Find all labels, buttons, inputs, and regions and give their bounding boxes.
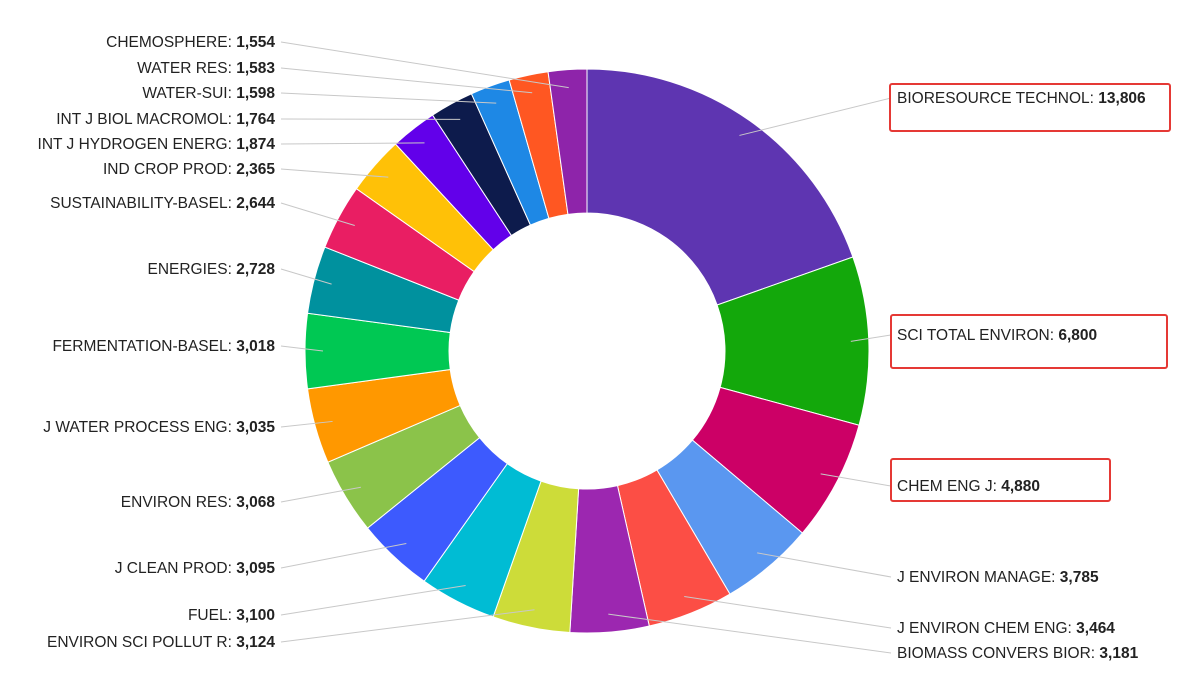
slice-label-name: J WATER PROCESS ENG: <box>43 419 236 436</box>
slice-label-value: 1,764 <box>236 111 275 128</box>
leader-line-water-sui <box>280 92 497 104</box>
highlight-box-bioresource-technol <box>889 83 1171 132</box>
highlight-box-sci-total-environ <box>890 314 1168 369</box>
slice-label-value: 2,728 <box>236 261 275 278</box>
slice-label-j-clean-prod: J CLEAN PROD: 3,095 <box>115 560 276 577</box>
slice-label-value: 3,124 <box>236 634 275 651</box>
slice-label-name: CHEMOSPHERE: <box>106 34 236 51</box>
leader-lines-group <box>280 41 892 654</box>
slice-label-value: 3,068 <box>236 494 275 511</box>
slice-label-sustainability-basel: SUSTAINABILITY-BASEL: 2,644 <box>50 195 275 212</box>
slice-label-name: ENERGIES: <box>147 261 236 278</box>
slice-label-value: 3,095 <box>236 560 275 577</box>
slice-label-name: BIOMASS CONVERS BIOR: <box>897 645 1099 662</box>
slice-chemosphere[interactable] <box>547 68 588 215</box>
slice-label-name: FERMENTATION-BASEL: <box>52 338 236 355</box>
highlight-box-chem-eng-j <box>890 458 1111 502</box>
leader-line-j-environ-chem-eng <box>684 595 892 629</box>
slice-label-value: 2,365 <box>236 161 275 178</box>
leader-line-sustainability-basel <box>280 202 355 226</box>
slice-label-value: 4,880 <box>1001 478 1040 495</box>
slice-label-value: 2,644 <box>236 195 275 212</box>
slice-label-value: 3,018 <box>236 338 275 355</box>
slice-label-chemosphere: CHEMOSPHERE: 1,554 <box>106 34 275 51</box>
leader-line-chem-eng-j <box>820 473 892 487</box>
slice-label-name: J ENVIRON MANAGE: <box>897 569 1060 586</box>
slice-label-name: J ENVIRON CHEM ENG: <box>897 620 1076 637</box>
slice-label-environ-sci-pollut-r: ENVIRON SCI POLLUT R: 3,124 <box>47 634 275 651</box>
slice-label-value: 3,181 <box>1099 645 1138 662</box>
slice-label-chem-eng-j: CHEM ENG J: 4,880 <box>897 478 1040 495</box>
leader-line-bioresource-technol <box>739 97 892 136</box>
leader-line-biomass-convers-bior <box>608 613 892 654</box>
slice-label-value: 1,554 <box>236 34 275 51</box>
leader-line-chemosphere <box>280 41 569 89</box>
slice-label-value: 1,583 <box>236 60 275 77</box>
slice-label-value: 3,464 <box>1076 620 1115 637</box>
labels-group: BIORESOURCE TECHNOL: 13,806 SCI TOTAL ENV… <box>38 34 1147 662</box>
highlight-boxes-group <box>889 83 1171 502</box>
leader-line-fermentation-basel <box>280 345 324 352</box>
slice-label-name: CHEM ENG J: <box>897 478 1001 495</box>
slice-label-water-res: WATER RES: 1,583 <box>137 60 275 77</box>
slice-label-name: INT J HYDROGEN ENERG: <box>38 136 237 153</box>
slice-label-name: WATER RES: <box>137 60 236 77</box>
slice-label-value: 1,874 <box>236 136 275 153</box>
leader-line-j-water-process-eng <box>280 420 333 428</box>
leader-line-sci-total-environ <box>850 334 892 342</box>
slice-label-name: IND CROP PROD: <box>103 161 236 178</box>
leader-line-water-res <box>280 67 533 94</box>
slice-label-environ-res: ENVIRON RES: 3,068 <box>121 494 276 511</box>
leader-line-fuel <box>280 584 466 616</box>
leader-line-int-j-hydrogen-energ <box>280 142 425 145</box>
slice-label-j-water-process-eng: J WATER PROCESS ENG: 3,035 <box>43 419 275 436</box>
slice-label-name: WATER-SUI: <box>142 85 236 102</box>
slice-label-water-sui: WATER-SUI: 1,598 <box>142 85 275 102</box>
slice-label-fuel: FUEL: 3,100 <box>188 607 275 624</box>
slice-label-name: INT J BIOL MACROMOL: <box>56 111 236 128</box>
slice-label-biomass-convers-bior: BIOMASS CONVERS BIOR: 3,181 <box>897 645 1139 662</box>
slice-label-value: 6,800 <box>1058 327 1097 344</box>
slice-label-name: BIORESOURCE TECHNOL: <box>897 90 1098 107</box>
slice-label-sci-total-environ: SCI TOTAL ENVIRON: 6,800 <box>897 327 1097 344</box>
slice-label-name: J CLEAN PROD: <box>115 560 236 577</box>
slice-label-name: SCI TOTAL ENVIRON: <box>897 327 1058 344</box>
slice-label-ind-crop-prod: IND CROP PROD: 2,365 <box>103 161 275 178</box>
slice-label-energies: ENERGIES: 2,728 <box>147 261 275 278</box>
slices-group <box>304 68 870 634</box>
slice-label-name: SUSTAINABILITY-BASEL: <box>50 195 236 212</box>
slice-label-value: 3,035 <box>236 419 275 436</box>
slice-label-fermentation-basel: FERMENTATION-BASEL: 3,018 <box>52 338 275 355</box>
slice-label-name: ENVIRON RES: <box>121 494 236 511</box>
slice-label-value: 13,806 <box>1098 90 1146 107</box>
slice-label-value: 1,598 <box>236 85 275 102</box>
slice-label-bioresource-technol: BIORESOURCE TECHNOL: 13,806 <box>897 90 1146 107</box>
slice-label-value: 3,785 <box>1060 569 1099 586</box>
leader-line-environ-sci-pollut-r <box>280 609 535 643</box>
leader-line-j-clean-prod <box>280 542 407 569</box>
slice-label-int-j-biol-macromol: INT J BIOL MACROMOL: 1,764 <box>56 111 275 128</box>
leader-line-ind-crop-prod <box>280 168 389 178</box>
slice-label-name: ENVIRON SCI POLLUT R: <box>47 634 236 651</box>
slice-bioresource-technol[interactable] <box>586 68 854 306</box>
slice-label-name: FUEL: <box>188 607 236 624</box>
slice-label-j-environ-chem-eng: J ENVIRON CHEM ENG: 3,464 <box>897 620 1115 637</box>
slice-label-value: 3,100 <box>236 607 275 624</box>
slice-label-j-environ-manage: J ENVIRON MANAGE: 3,785 <box>897 569 1099 586</box>
leader-line-j-environ-manage <box>757 552 892 578</box>
slice-label-int-j-hydrogen-energ: INT J HYDROGEN ENERG: 1,874 <box>38 136 276 153</box>
leader-line-environ-res <box>280 486 361 503</box>
leader-line-energies <box>280 268 332 285</box>
